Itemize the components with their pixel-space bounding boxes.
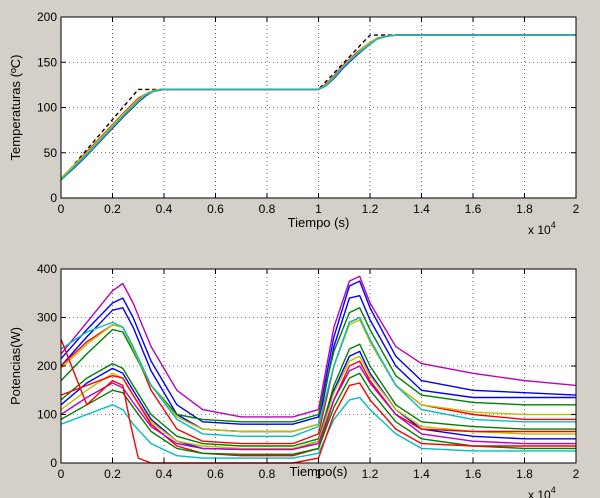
power-x-tick-label: 1.8 (516, 467, 533, 481)
temperature-x-tick-label: 1.8 (516, 202, 533, 216)
temperature-series (60, 34, 576, 181)
temperature-x-axis-label: Tiempo (s) (288, 215, 350, 230)
temperature-x-tick-label: 0.4 (156, 202, 173, 216)
power-series-line-4 (60, 307, 576, 423)
temperature-plot-area (61, 17, 576, 198)
temperature-y-axis-label: Temperaturas (ºC) (8, 55, 23, 161)
power-x-exponent-base: x 10 (528, 488, 551, 498)
temperature-y-tick-label: 150 (37, 55, 57, 69)
power-x-tick-label: 1.2 (362, 467, 379, 481)
temperature-x-tick-label: 1.6 (465, 202, 482, 216)
power-y-tick-label: 300 (37, 311, 57, 325)
power-x-tick-label: 2 (573, 467, 580, 481)
temperature-y-tick-label: 200 (37, 10, 57, 24)
power-series-line-0 (60, 275, 577, 418)
power-series-line-7 (60, 343, 576, 447)
power-y-tick-label: 200 (37, 359, 57, 373)
temperature-x-tick-label: 1 (315, 202, 322, 216)
power-series-line-6 (60, 316, 576, 437)
temperature-axes: 0 0.2 0.4 0.6 0.8 1 1.2 1.4 1.6 1.8 2050100150200 … (8, 10, 580, 237)
power-x-tick-label: 0.6 (207, 467, 224, 481)
power-series (60, 275, 577, 464)
temperature-x-exponent: x 104 (528, 220, 556, 237)
temperature-ticks: 0 0.2 0.4 0.6 0.8 1 1.2 1.4 1.6 1.8 2 0 50 100 150 200 (37, 10, 580, 216)
temperature-x-tick-label: 1.4 (413, 202, 430, 216)
temperature-y-tick-label: 100 (37, 101, 57, 115)
power-x-tick-label: 0.2 (104, 467, 121, 481)
power-x-exponent-power: 4 (551, 485, 556, 495)
temperature-x-tick-label: 0.8 (259, 202, 276, 216)
power-series-line-13 (60, 396, 576, 459)
power-x-tick-label: 1.6 (465, 467, 482, 481)
power-x-tick-label: 1 (315, 467, 322, 481)
power-x-tick-label: 0.4 (156, 467, 173, 481)
power-series-line-14 (60, 339, 576, 464)
power-y-tick-label: 400 (37, 262, 57, 276)
temperature-y-tick-label: 0 (50, 191, 57, 205)
power-x-tick-label: 0.8 (259, 467, 276, 481)
temperature-x-tick-label: 1.2 (362, 202, 379, 216)
temperature-x-exponent-base: x 10 (528, 223, 551, 237)
power-y-tick-label: 0 (50, 456, 57, 470)
temperature-y-tick-label: 50 (44, 146, 58, 160)
temperature-series-line-6 (60, 34, 576, 181)
power-x-exponent: x 104 (528, 485, 556, 498)
power-x-tick-label: 0 (58, 467, 65, 481)
power-x-axis-label: Tiempo(s) (289, 464, 347, 479)
power-x-tick-label: 1.4 (413, 467, 430, 481)
power-series-line-11 (60, 365, 576, 451)
power-y-tick-label: 100 (37, 408, 57, 422)
temperature-x-tick-label: 0.2 (104, 202, 121, 216)
power-ticks: 0 0.2 0.4 0.6 0.8 1 1.2 1.4 1.6 1.8 2 0 100 200 300 400 (37, 262, 580, 481)
power-y-axis-label: Potencias(W) (8, 327, 23, 405)
power-series-line-1 (60, 280, 577, 425)
temperature-x-tick-label: 0.6 (207, 202, 224, 216)
temperature-x-tick-label: 0 (58, 202, 65, 216)
power-axes: 0 0.2 0.4 0.6 0.8 1 1.2 1.4 1.6 1.8 2 0 100 200 300 400… (8, 262, 580, 498)
temperature-x-tick-label: 2 (573, 202, 580, 216)
temperature-x-exponent-power: 4 (551, 220, 556, 230)
